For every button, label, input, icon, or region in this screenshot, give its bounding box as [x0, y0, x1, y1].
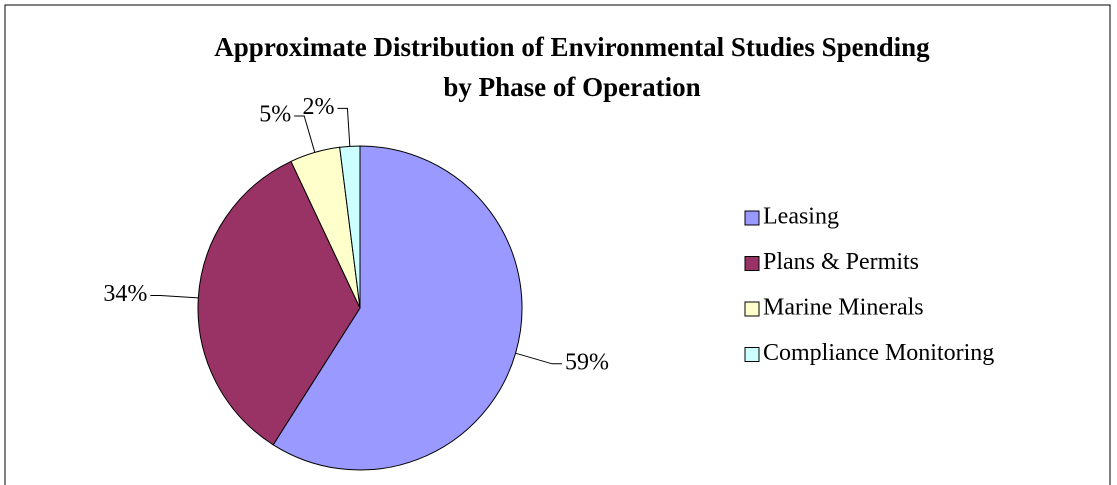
- legend-swatch: [744, 210, 760, 226]
- legend-swatch: [744, 256, 760, 271]
- leader-line: [337, 107, 351, 147]
- legend-swatch: [744, 347, 760, 362]
- legend-label: Compliance Monitoring: [763, 340, 994, 366]
- leader-line: [515, 352, 563, 365]
- data-label: 2%: [302, 94, 334, 120]
- legend-label: Plans & Permits: [763, 249, 919, 275]
- data-label: 5%: [259, 101, 291, 127]
- data-label: 59%: [565, 349, 609, 375]
- chart-border: [4, 4, 1111, 485]
- chart-title: Approximate Distribution of Environmenta…: [214, 32, 930, 102]
- legend-label: Marine Minerals: [763, 295, 924, 321]
- leader-line: [294, 115, 316, 153]
- data-label: 34%: [103, 281, 147, 307]
- pie-slice: [272, 145, 523, 471]
- legend-swatch: [744, 301, 760, 317]
- legend-label: Leasing: [763, 204, 839, 230]
- leader-line: [150, 294, 199, 299]
- pie-slice: [197, 160, 361, 446]
